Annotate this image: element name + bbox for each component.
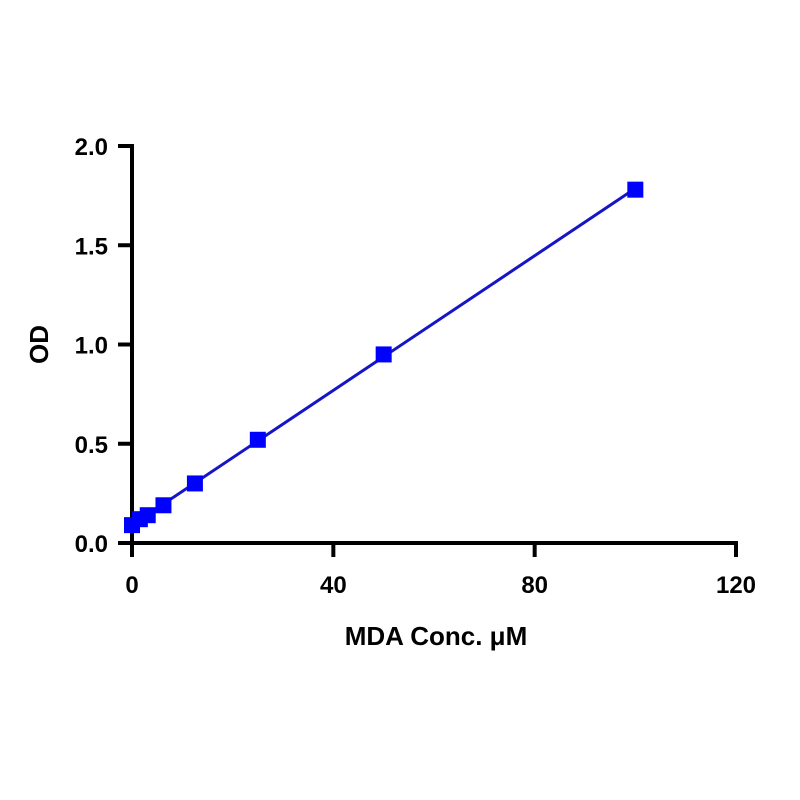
data-point [249,431,266,448]
data-point [375,346,392,363]
y-axis-title: OD [24,325,54,364]
x-tick-label: 40 [320,572,347,599]
ticks-layer: 0 40 80 120 0.0 0.5 1.0 1.5 2.0 [75,134,756,599]
data-point [627,181,644,198]
data-point [186,475,203,492]
axes-layer [130,144,738,545]
x-tick-label: 0 [125,572,138,599]
data-point [155,497,172,514]
x-tick-label: 120 [716,572,756,599]
data-point [139,507,156,524]
x-tick-label: 80 [521,572,548,599]
y-tick-label: 2.0 [75,134,108,161]
y-tick-label: 1.5 [75,233,108,260]
y-tick-label: 1.0 [75,333,108,360]
series-layer [124,181,644,534]
x-axis-title: MDA Conc. μM [345,621,527,651]
y-tick-label: 0.0 [75,531,108,558]
y-tick-label: 0.5 [75,432,108,459]
